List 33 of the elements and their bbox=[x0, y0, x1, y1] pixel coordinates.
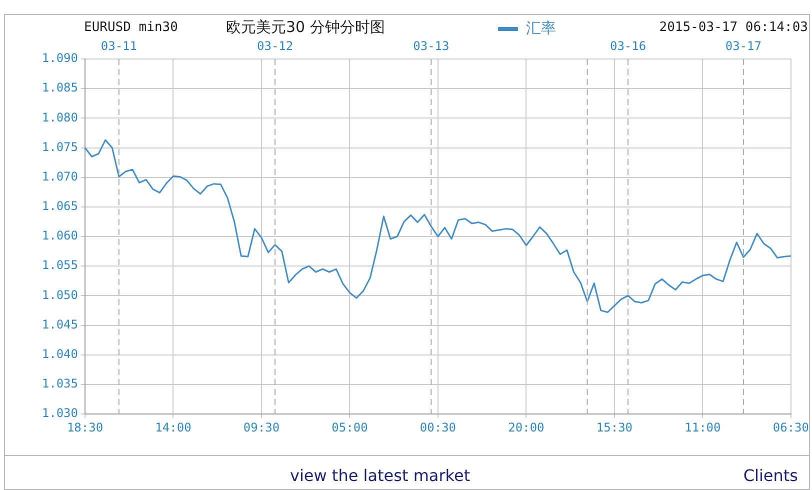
chart-subtitle: EURUSD min30 bbox=[84, 20, 178, 35]
y-tick-label: 1.085 bbox=[42, 80, 78, 95]
x-tick-label: 14:00 bbox=[155, 420, 192, 434]
y-tick-label: 1.035 bbox=[42, 376, 78, 391]
x-tick-label: 05:00 bbox=[332, 420, 368, 434]
y-tick-label: 1.080 bbox=[42, 110, 78, 124]
y-tick-label: 1.090 bbox=[42, 51, 78, 66]
x-tick-label: 09:30 bbox=[243, 420, 280, 434]
x-tick-label: 00:30 bbox=[420, 420, 456, 434]
y-tick-label: 1.065 bbox=[42, 199, 78, 214]
text: 03-17 bbox=[725, 39, 762, 54]
x-tick-label: 15:30 bbox=[596, 420, 633, 434]
y-tick-label: 1.030 bbox=[42, 406, 78, 420]
x-tick-label: 06:30 bbox=[772, 420, 809, 434]
x-tick-label: 18:30 bbox=[66, 420, 104, 434]
y-tick-label: 1.050 bbox=[42, 288, 78, 302]
x-tick-label: 11:00 bbox=[684, 420, 721, 434]
text: 2015-03-17 06:14:03 bbox=[659, 20, 808, 35]
x-tick-label: 20:00 bbox=[508, 420, 544, 434]
chart-title: 欧元美元30 分钟分时图 bbox=[226, 18, 385, 37]
y-tick-label: 1.040 bbox=[42, 346, 78, 361]
text: Clients bbox=[743, 466, 798, 485]
y-tick-label: 1.060 bbox=[42, 228, 78, 243]
text: 03-11 bbox=[100, 39, 137, 54]
y-tick-label: 1.070 bbox=[42, 169, 78, 184]
text: 03-12 bbox=[257, 39, 294, 54]
text: 03-13 bbox=[413, 39, 450, 54]
y-tick-label: 1.045 bbox=[42, 317, 78, 332]
y-tick-label: 1.075 bbox=[42, 140, 78, 154]
y-tick-label: 1.055 bbox=[42, 258, 78, 272]
text: 03-16 bbox=[610, 39, 646, 54]
legend-label: 汇率 bbox=[526, 19, 556, 38]
text: view the latest market bbox=[290, 466, 470, 485]
